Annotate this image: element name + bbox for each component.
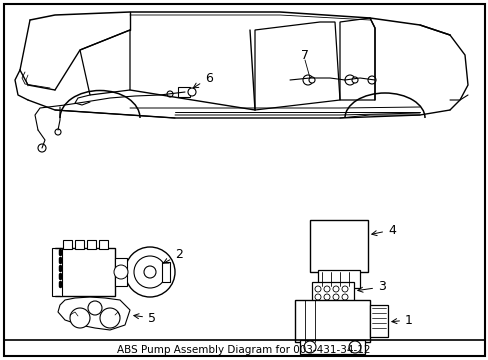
Circle shape	[308, 77, 314, 83]
Circle shape	[324, 286, 329, 292]
Bar	[311, 282, 353, 304]
Circle shape	[332, 286, 338, 292]
Circle shape	[324, 294, 329, 300]
Bar	[63, 240, 72, 249]
Text: 7: 7	[301, 49, 308, 62]
Circle shape	[125, 247, 175, 297]
Circle shape	[70, 308, 90, 328]
Circle shape	[345, 75, 354, 85]
Circle shape	[187, 88, 196, 96]
Text: 4: 4	[371, 224, 395, 237]
Circle shape	[143, 266, 156, 278]
Bar	[75, 240, 84, 249]
Bar	[162, 262, 170, 282]
Circle shape	[303, 75, 312, 85]
Bar	[87, 240, 96, 249]
Bar	[317, 270, 359, 288]
Circle shape	[167, 91, 173, 97]
Circle shape	[367, 76, 375, 84]
Bar	[99, 240, 108, 249]
Bar	[294, 300, 369, 342]
Bar	[178, 87, 190, 97]
Text: 2: 2	[163, 248, 183, 263]
Circle shape	[55, 129, 61, 135]
Bar	[309, 220, 367, 272]
Bar	[115, 258, 127, 286]
Circle shape	[134, 256, 165, 288]
Text: 1: 1	[391, 314, 412, 327]
Circle shape	[351, 77, 357, 83]
Circle shape	[38, 144, 46, 152]
Circle shape	[314, 286, 320, 292]
Text: 3: 3	[357, 280, 385, 293]
Circle shape	[348, 341, 360, 353]
Bar	[52, 248, 62, 296]
Circle shape	[114, 265, 128, 279]
Circle shape	[341, 286, 347, 292]
Text: 5: 5	[134, 311, 156, 324]
Text: 6: 6	[193, 72, 212, 88]
Bar	[299, 340, 364, 354]
Circle shape	[314, 294, 320, 300]
Circle shape	[341, 294, 347, 300]
Circle shape	[100, 308, 120, 328]
Circle shape	[332, 294, 338, 300]
Bar	[369, 305, 387, 337]
Text: ABS Pump Assembly Diagram for 003-431-34-12: ABS Pump Assembly Diagram for 003-431-34…	[117, 345, 370, 355]
Circle shape	[304, 341, 315, 353]
Bar	[60, 248, 115, 296]
Circle shape	[88, 301, 102, 315]
